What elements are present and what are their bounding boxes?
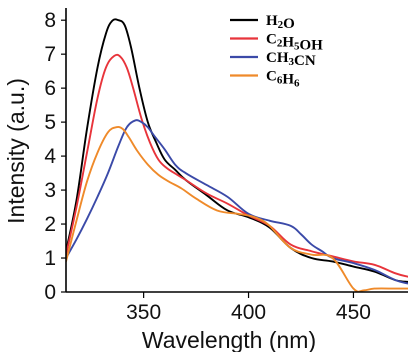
series-layer <box>66 18 408 292</box>
ticks-layer: 0 1 2 3 4 5 6 7 8 350 400 450 <box>44 9 371 324</box>
series-line-h2o <box>66 18 408 283</box>
legend-item: CH3CN <box>230 50 316 69</box>
legend-item: C6H6 <box>230 69 300 90</box>
y-tick-label: 7 <box>44 43 56 66</box>
legend-label: C6H6 <box>266 69 300 90</box>
y-tick-label: 6 <box>44 77 56 100</box>
y-tick-label: 0 <box>44 281 56 304</box>
legend-label: C2H5OH <box>266 32 323 54</box>
legend-item: H2O <box>230 13 295 32</box>
y-tick-label: 3 <box>44 179 56 202</box>
legend-label: CH3CN <box>266 50 316 69</box>
legend-item: C2H5OH <box>230 32 323 54</box>
series-line-c6h6 <box>66 126 408 292</box>
y-tick-label: 8 <box>44 9 56 32</box>
axes-layer <box>65 8 408 293</box>
y-tick-label: 1 <box>44 247 56 270</box>
series-line-ch3cn <box>66 119 408 285</box>
x-axis-title: Wavelength (nm) <box>142 327 316 352</box>
series-line-c2h5oh <box>66 53 408 278</box>
legend-label: H2O <box>266 13 295 32</box>
x-tick-label: 350 <box>126 301 161 324</box>
y-axis-title: Intensity (a.u.) <box>3 78 29 224</box>
y-tick-label: 4 <box>44 145 56 168</box>
y-tick-label: 5 <box>44 111 56 134</box>
y-tick-label: 2 <box>44 213 56 236</box>
x-tick-label: 400 <box>231 301 266 324</box>
x-tick-label: 450 <box>336 301 371 324</box>
